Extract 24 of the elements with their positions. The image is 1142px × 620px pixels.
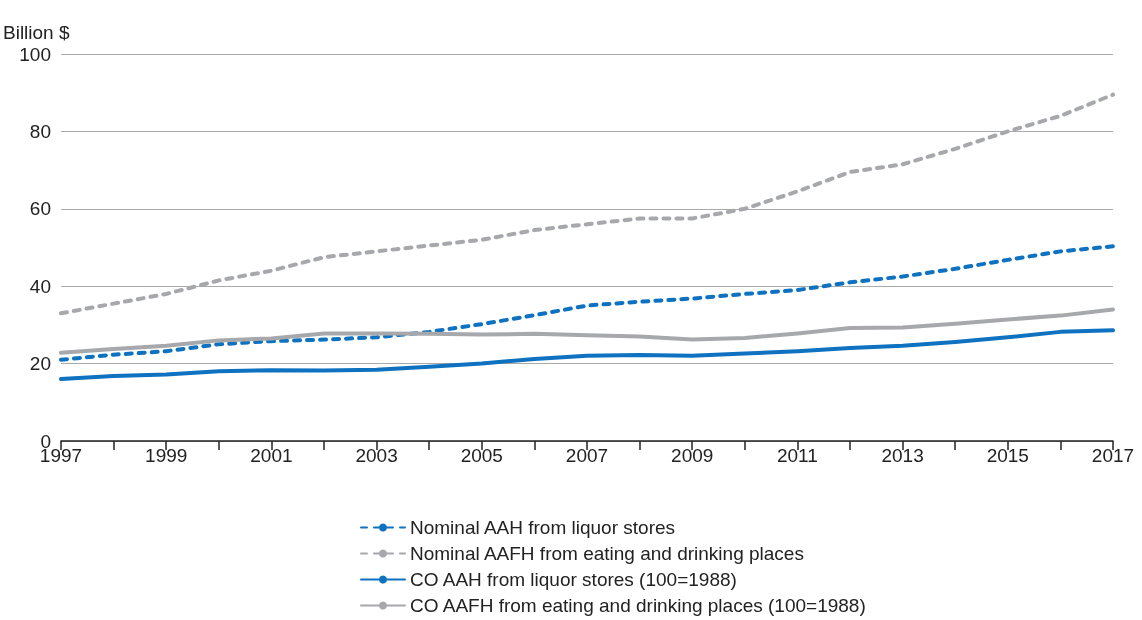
legend-label: CO AAFH from eating and drinking places (100=1988) — [410, 595, 866, 616]
x-tick-label: 2001 — [250, 445, 293, 466]
legend-label: CO AAH from liquor stores (100=1988) — [410, 569, 737, 590]
y-axis-title: Billion $ — [3, 22, 70, 43]
x-tick-label: 1999 — [145, 445, 188, 466]
x-tick-label: 2017 — [1091, 445, 1135, 466]
x-tick-label: 2009 — [671, 445, 714, 466]
x-tick-label: 2011 — [776, 445, 818, 466]
line-series — [59, 328, 1115, 382]
x-tick-label: 2013 — [881, 445, 924, 466]
y-tick-label: 40 — [29, 275, 51, 297]
legend-label: Nominal AAH from liquor stores — [410, 517, 676, 538]
x-tick-label: 2007 — [565, 445, 609, 466]
legend-label: Nominal AAFH from eating and drinking places — [410, 543, 804, 564]
y-tick-label: 20 — [29, 353, 51, 375]
y-tick-label: 60 — [29, 198, 51, 220]
y-tick-label: 100 — [19, 43, 51, 65]
line-series — [59, 92, 1115, 316]
y-tick-label: 80 — [29, 120, 51, 142]
x-tick-label: 2015 — [986, 445, 1029, 466]
x-tick-label: 2003 — [355, 445, 398, 466]
line-series — [59, 244, 1115, 362]
x-tick-label: 2005 — [460, 445, 503, 466]
line-series — [59, 307, 1115, 355]
